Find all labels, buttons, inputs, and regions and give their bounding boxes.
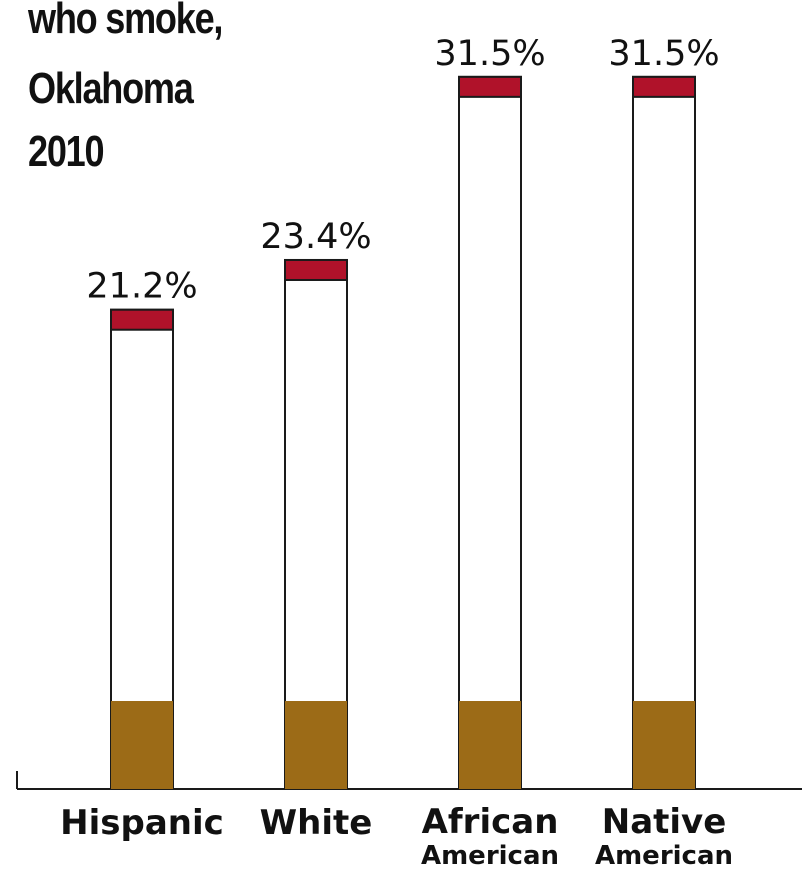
bar-filter [111, 701, 173, 789]
bar-filter [633, 701, 695, 789]
category-label: Native [602, 802, 727, 842]
bar-hispanic [110, 308, 174, 790]
chart-title-line-3: 2010 [28, 127, 105, 176]
value-label: 31.5% [608, 34, 719, 74]
bar-ember [632, 75, 696, 98]
labels-layer: 21.2%Hispanic23.4%White31.5%AfricanAmeri… [60, 34, 733, 869]
bar-ember [458, 75, 522, 98]
bar-body [458, 75, 522, 790]
value-label: 23.4% [260, 217, 371, 257]
category-label-line-2: American [595, 841, 733, 869]
category-label-line-2: American [421, 841, 559, 869]
category-label: White [260, 803, 373, 843]
category-label: African [422, 802, 559, 842]
bar-body [632, 75, 696, 790]
chart-title-line-1: who smoke, [28, 0, 223, 43]
bar-african-american [458, 75, 522, 790]
bar-ember [110, 308, 174, 331]
bar-white [284, 258, 348, 790]
bar-filter [285, 701, 347, 789]
bar-filter [459, 701, 521, 789]
category-label: Hispanic [60, 803, 224, 843]
value-label: 31.5% [434, 34, 545, 74]
value-label: 21.2% [86, 267, 197, 307]
bar-native-american [632, 75, 696, 790]
chart-title-line-2: Oklahoma [28, 64, 194, 113]
bar-ember [284, 258, 348, 281]
bar-body [284, 258, 348, 790]
bars-layer [110, 75, 696, 790]
